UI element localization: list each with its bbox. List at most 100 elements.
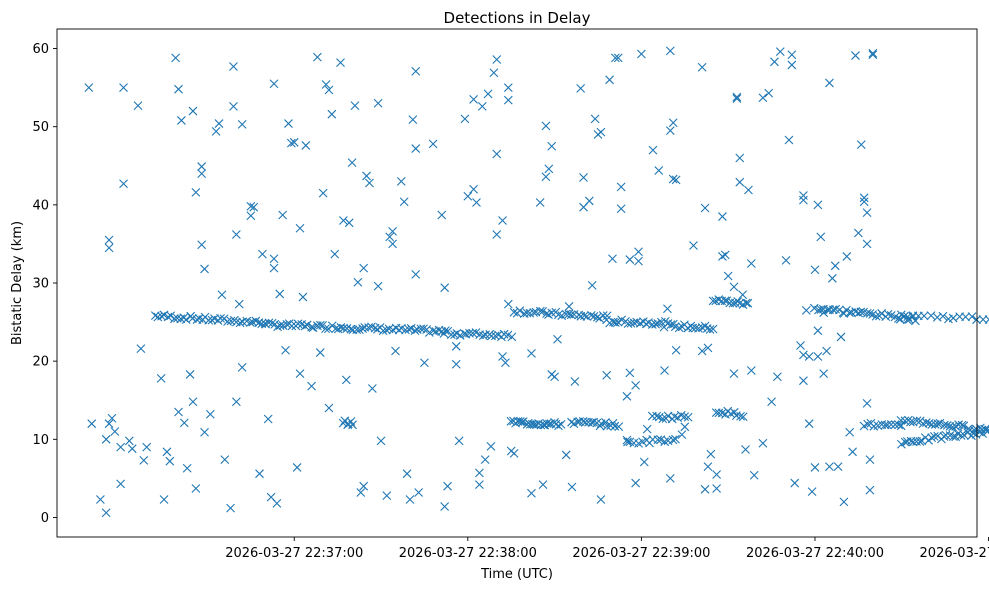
- data-point: [541, 121, 551, 131]
- data-point: [302, 320, 312, 330]
- data-point: [272, 499, 282, 508]
- data-point: [348, 420, 357, 430]
- data-point: [945, 431, 955, 440]
- data-point: [298, 292, 308, 302]
- data-point: [712, 484, 722, 493]
- data-point: [708, 296, 718, 306]
- data-point: [590, 114, 600, 124]
- data-point: [179, 418, 189, 428]
- data-point: [204, 315, 214, 325]
- data-point: [735, 177, 745, 187]
- data-point: [804, 352, 814, 361]
- data-point: [258, 249, 267, 259]
- data-point: [822, 346, 831, 356]
- data-point: [414, 488, 424, 497]
- data-point: [616, 204, 626, 214]
- data-point: [589, 417, 598, 427]
- data-point: [919, 311, 929, 321]
- data-point: [810, 265, 820, 275]
- data-point: [883, 420, 892, 430]
- data-point: [191, 187, 201, 197]
- data-point: [700, 484, 710, 494]
- data-point: [845, 427, 855, 437]
- data-point: [598, 311, 608, 320]
- data-point: [625, 255, 635, 264]
- data-point: [912, 416, 922, 426]
- data-point: [419, 324, 428, 334]
- data-point: [784, 135, 794, 145]
- data-point: [515, 306, 525, 316]
- data-point: [163, 312, 173, 322]
- data-point: [411, 144, 421, 153]
- data-point: [984, 315, 989, 324]
- data-point: [865, 485, 875, 495]
- data-point: [825, 78, 834, 88]
- data-point: [736, 411, 745, 421]
- data-point: [174, 407, 183, 417]
- data-point: [871, 311, 881, 321]
- data-point: [321, 80, 331, 89]
- data-point: [185, 370, 195, 379]
- data-point: [697, 62, 707, 72]
- data-point: [813, 326, 823, 336]
- x-tick-label: 2026-03-27 22:37:00: [225, 546, 363, 561]
- data-point: [544, 164, 554, 174]
- data-point: [439, 329, 449, 338]
- data-point: [226, 503, 235, 513]
- data-point: [381, 325, 391, 335]
- data-point: [330, 249, 340, 259]
- data-point: [509, 307, 519, 317]
- data-point: [275, 289, 285, 299]
- data-point: [758, 93, 768, 103]
- data-point: [744, 185, 753, 195]
- data-point: [308, 323, 318, 333]
- data-point: [959, 430, 969, 440]
- data-point: [339, 216, 348, 225]
- data-point: [509, 448, 519, 458]
- data-point: [410, 326, 420, 335]
- data-point: [608, 254, 617, 264]
- data-point: [527, 348, 536, 358]
- data-point: [671, 175, 681, 185]
- data-point: [720, 250, 730, 260]
- data-point: [237, 119, 247, 129]
- y-tick-label: 40: [32, 198, 49, 213]
- data-point: [284, 119, 293, 128]
- data-point: [440, 326, 450, 335]
- data-point: [245, 318, 255, 327]
- data-point: [836, 332, 846, 342]
- data-point: [735, 153, 745, 163]
- data-point: [391, 346, 400, 356]
- data-point: [660, 437, 670, 447]
- data-point: [87, 419, 97, 429]
- data-point: [171, 53, 181, 63]
- data-point: [529, 308, 539, 317]
- data-point: [929, 431, 939, 441]
- data-point: [211, 126, 221, 136]
- data-point: [689, 241, 698, 250]
- data-point: [948, 422, 957, 432]
- data-point: [159, 495, 169, 504]
- data-point: [451, 341, 461, 351]
- data-point: [188, 106, 198, 116]
- data-point: [420, 358, 429, 368]
- data-point: [799, 350, 808, 360]
- data-point: [535, 198, 545, 207]
- data-point: [634, 256, 643, 266]
- data-point: [830, 261, 840, 271]
- data-point: [758, 438, 768, 448]
- data-point: [959, 421, 969, 431]
- data-point: [584, 196, 594, 206]
- data-point: [483, 89, 493, 99]
- data-point: [671, 434, 680, 444]
- data-point: [541, 172, 551, 182]
- data-point: [136, 344, 146, 354]
- data-point: [746, 259, 756, 268]
- data-point: [347, 158, 357, 168]
- data-point: [586, 310, 596, 320]
- data-point: [174, 84, 183, 94]
- data-point: [921, 418, 931, 427]
- data-point: [234, 299, 244, 309]
- y-tick-label: 0: [41, 511, 49, 526]
- data-point: [732, 94, 742, 103]
